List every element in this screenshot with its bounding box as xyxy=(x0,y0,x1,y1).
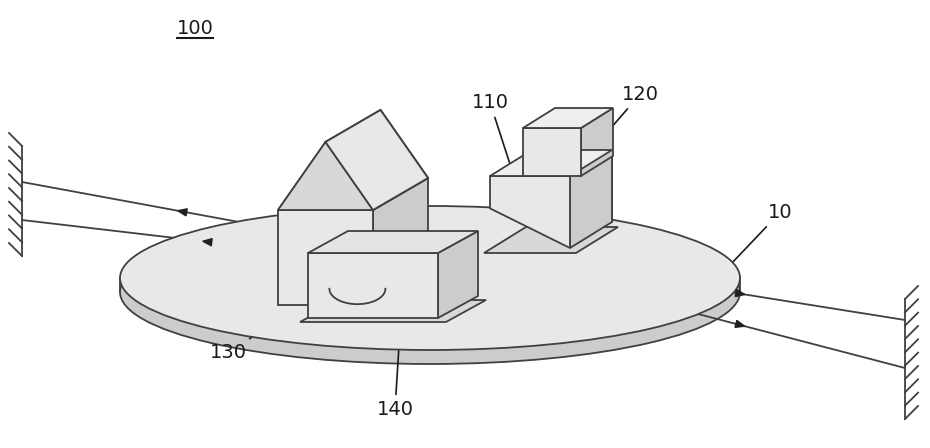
Polygon shape xyxy=(278,142,373,210)
Polygon shape xyxy=(570,150,612,248)
Polygon shape xyxy=(300,300,486,322)
Text: 100: 100 xyxy=(177,18,214,38)
Polygon shape xyxy=(490,176,570,248)
Polygon shape xyxy=(736,289,745,297)
Polygon shape xyxy=(438,231,478,318)
Polygon shape xyxy=(326,110,428,210)
Polygon shape xyxy=(203,239,212,246)
Ellipse shape xyxy=(120,206,740,350)
Ellipse shape xyxy=(120,220,740,364)
Polygon shape xyxy=(484,227,618,253)
Text: 130: 130 xyxy=(209,297,314,362)
Text: 120: 120 xyxy=(573,85,658,172)
Polygon shape xyxy=(523,108,613,128)
Polygon shape xyxy=(178,209,187,216)
Text: 140: 140 xyxy=(377,335,414,419)
Polygon shape xyxy=(326,110,428,210)
Polygon shape xyxy=(581,108,613,176)
Polygon shape xyxy=(308,253,438,318)
Polygon shape xyxy=(373,178,428,305)
Polygon shape xyxy=(278,210,373,305)
Polygon shape xyxy=(523,128,581,176)
Text: 10: 10 xyxy=(713,203,792,283)
Polygon shape xyxy=(735,320,745,327)
Polygon shape xyxy=(490,150,612,176)
Polygon shape xyxy=(278,110,428,210)
Polygon shape xyxy=(278,178,428,210)
Text: 110: 110 xyxy=(472,93,520,190)
Polygon shape xyxy=(532,150,612,222)
Polygon shape xyxy=(308,231,478,253)
